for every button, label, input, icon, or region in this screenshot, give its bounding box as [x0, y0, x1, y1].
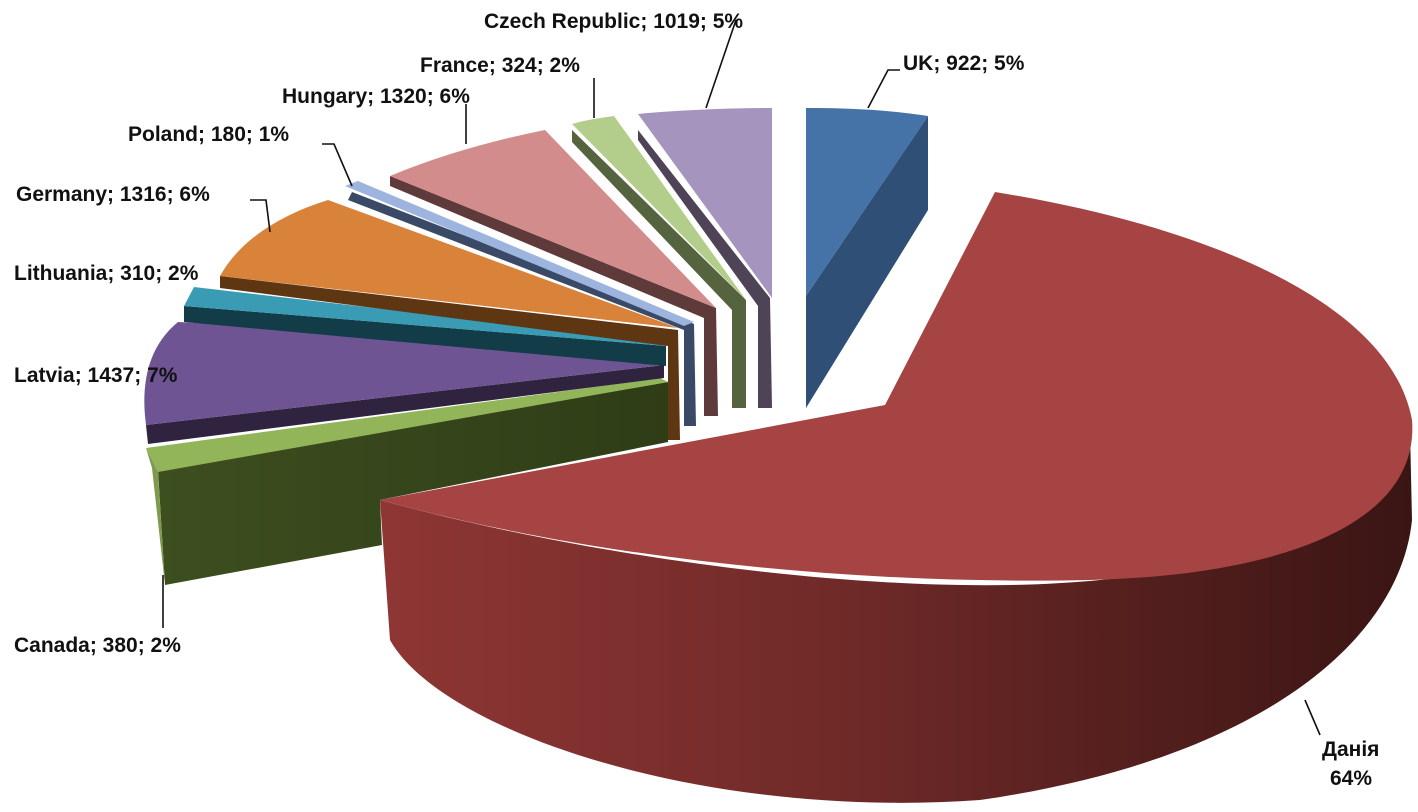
data-labels: UK; 922; 5% Czech Republic; 1019; 5% Fra… [14, 10, 1379, 790]
slice-hungary-side [390, 176, 718, 416]
slice-latvia-side [146, 365, 664, 444]
label-canada: Canada; 380; 2% [14, 634, 181, 657]
slice-denmark-top [380, 192, 1413, 581]
leader-denmark [1304, 699, 1321, 736]
slice-poland [345, 181, 696, 426]
slice-poland-top [345, 181, 694, 326]
label-poland: Poland; 180; 1% [128, 123, 289, 146]
label-hungary: Hungary; 1320; 6% [282, 85, 470, 108]
slice-denmark [380, 192, 1413, 803]
label-lithuania: Lithuania; 310; 2% [14, 262, 199, 285]
slice-uk [806, 108, 928, 408]
label-france: France; 324; 2% [420, 54, 580, 77]
slice-denmark-side [380, 430, 1412, 803]
slice-uk-top [806, 108, 928, 296]
slice-germany-side [220, 276, 680, 440]
slice-germany [220, 200, 680, 440]
leader-poland [322, 143, 353, 187]
leader-czech [705, 19, 737, 109]
slice-uk-side [806, 116, 928, 408]
slice-hungary [390, 130, 718, 416]
label-denmark-percent: 64% [1330, 767, 1372, 790]
slice-canada-side [158, 382, 668, 585]
slice-france-top [572, 116, 746, 300]
slice-france [572, 116, 746, 408]
slice-france-side [572, 130, 746, 408]
label-czech-republic: Czech Republic; 1019; 5% [484, 10, 743, 33]
label-germany: Germany; 1316; 6% [16, 183, 210, 206]
leader-uk [867, 69, 900, 109]
slice-czech-side [638, 130, 772, 408]
slice-canada-edge [146, 448, 165, 585]
label-denmark-name: Данія [1322, 738, 1379, 761]
slice-lithuania-side [184, 306, 666, 366]
slice-lithuania-top [184, 287, 666, 346]
slice-lithuania [184, 287, 666, 366]
slice-czech-top [638, 108, 772, 298]
label-latvia: Latvia; 1437; 7% [14, 364, 178, 387]
leader-germany [250, 199, 271, 233]
leader-lines [162, 19, 1321, 736]
slice-czech-republic [638, 108, 772, 408]
slice-hungary-top [390, 130, 716, 308]
label-uk: UK; 922; 5% [903, 52, 1025, 75]
slice-canada-top [146, 378, 668, 472]
slice-canada [146, 378, 668, 585]
slice-germany-top [220, 200, 678, 328]
